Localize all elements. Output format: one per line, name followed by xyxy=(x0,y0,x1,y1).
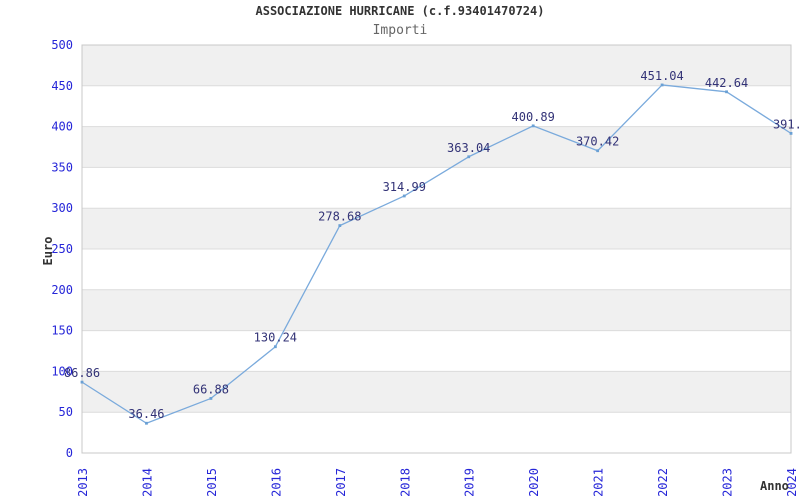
data-point xyxy=(80,380,84,384)
x-tick-label: 2018 xyxy=(398,468,412,497)
plot-band xyxy=(82,126,791,168)
point-label: 370.42 xyxy=(576,135,619,149)
data-point xyxy=(596,149,600,153)
data-point xyxy=(531,124,535,128)
data-point xyxy=(789,131,793,135)
data-point xyxy=(338,224,342,227)
data-point xyxy=(402,194,406,198)
y-tick-label: 0 xyxy=(66,446,73,460)
y-tick-label: 500 xyxy=(51,38,73,52)
plot-border xyxy=(81,44,792,454)
y-tick-label: 300 xyxy=(51,201,73,215)
x-axis-title: Anno xyxy=(760,479,789,493)
plot-band xyxy=(82,371,791,413)
x-tick-label: 2023 xyxy=(721,468,735,497)
x-tick-label: 2019 xyxy=(463,468,477,497)
x-tick-label: 2020 xyxy=(527,468,541,497)
y-tick-label: 50 xyxy=(59,405,73,419)
data-point xyxy=(725,90,728,94)
x-tick-label: 2024 xyxy=(785,468,799,497)
point-label: 130.24 xyxy=(254,331,297,345)
point-label: 36.46 xyxy=(128,407,164,421)
data-point xyxy=(467,155,471,159)
data-point xyxy=(660,83,664,87)
point-label: 314.99 xyxy=(383,180,426,194)
plot-band xyxy=(82,208,791,249)
data-point xyxy=(145,421,148,425)
y-tick-label: 450 xyxy=(51,79,73,93)
x-tick-label: 2021 xyxy=(592,468,606,497)
y-tick-label: 350 xyxy=(51,160,73,174)
y-tick-label: 100 xyxy=(51,364,73,378)
y-tick-label: 250 xyxy=(51,242,73,256)
x-tick-label: 2016 xyxy=(269,468,283,497)
x-tick-label: 2017 xyxy=(334,468,348,497)
x-tick-label: 2014 xyxy=(140,468,154,497)
point-label: 442.64 xyxy=(705,76,748,90)
chart-subtitle: Importi xyxy=(372,23,428,38)
point-label: 451.04 xyxy=(640,69,683,83)
point-label: 391.7 xyxy=(773,117,800,131)
data-point xyxy=(273,345,277,349)
line-series xyxy=(81,84,792,424)
y-tick-label: 200 xyxy=(51,283,73,297)
point-label: 66.88 xyxy=(193,382,229,396)
point-label: 86.86 xyxy=(64,366,100,380)
y-tick-label: 150 xyxy=(51,324,73,338)
chart-title: ASSOCIAZIONE HURRICANE (c.f.93401470724) xyxy=(255,4,545,18)
data-point xyxy=(209,397,213,400)
point-label: 400.89 xyxy=(512,110,555,124)
point-label: 363.04 xyxy=(447,141,490,155)
plot-band xyxy=(82,289,791,331)
x-tick-label: 2013 xyxy=(76,468,90,497)
point-label: 278.68 xyxy=(318,210,361,224)
plot-band xyxy=(82,45,791,86)
y-tick-label: 400 xyxy=(51,120,73,134)
x-tick-label: 2022 xyxy=(656,468,670,497)
x-tick-label: 2015 xyxy=(205,468,219,497)
